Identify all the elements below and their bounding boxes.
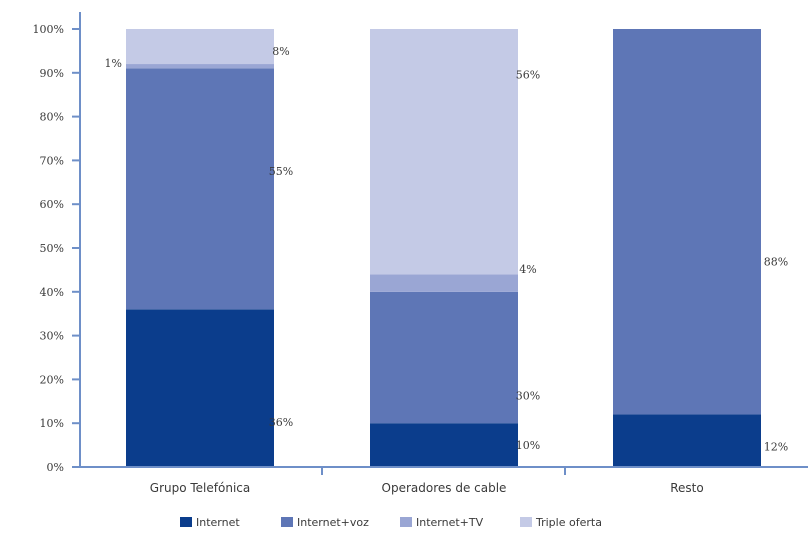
y-tick-label: 0%	[47, 461, 64, 474]
legend-swatch	[180, 517, 192, 527]
bar-segment	[613, 414, 761, 467]
bar-segment	[370, 29, 518, 275]
legend-label: Internet	[196, 516, 240, 529]
bar-segment	[126, 309, 274, 467]
x-category-label: Resto	[670, 481, 703, 495]
data-label: 88%	[764, 256, 788, 269]
data-label: 4%	[519, 263, 536, 276]
y-tick-label: 10%	[40, 417, 64, 430]
bar-segment	[370, 423, 518, 467]
y-tick-label: 80%	[40, 111, 64, 124]
data-labels: 36% 55% 1% 8% 10% 30% 4% 56% 12% 88%	[105, 45, 789, 454]
legend: Internet Internet+voz Internet+TV Triple of…	[180, 516, 602, 529]
y-tick-label: 20%	[40, 373, 64, 386]
data-label: 55%	[269, 165, 293, 178]
y-tick-label: 40%	[40, 286, 64, 299]
y-axis-ticks: 0% 10% 20% 30% 40% 50% 60% 70% 80% 90% 100%	[33, 23, 80, 474]
bar-segment	[613, 29, 761, 415]
y-tick-label: 30%	[40, 330, 64, 343]
data-label: 12%	[764, 441, 788, 454]
bar-segment	[370, 274, 518, 292]
data-label: 36%	[269, 416, 293, 429]
legend-swatch	[281, 517, 293, 527]
y-tick-label: 90%	[40, 67, 64, 80]
y-tick-label: 60%	[40, 198, 64, 211]
legend-swatch	[520, 517, 532, 527]
legend-label: Internet+voz	[297, 516, 369, 529]
bar-segment	[126, 29, 274, 65]
data-label: 1%	[105, 57, 122, 70]
x-category-label: Grupo Telefónica	[150, 481, 250, 495]
category-labels: Grupo Telefónica Operadores de cable Resto	[150, 481, 704, 495]
legend-label: Internet+TV	[416, 516, 484, 529]
legend-swatch	[400, 517, 412, 527]
bar-segment	[126, 68, 274, 310]
bar-segment	[370, 291, 518, 424]
legend-label: Triple oferta	[535, 516, 602, 529]
x-category-label: Operadores de cable	[382, 481, 507, 495]
data-label: 30%	[516, 390, 540, 403]
y-tick-label: 50%	[40, 242, 64, 255]
y-tick-label: 70%	[40, 154, 64, 167]
data-label: 10%	[516, 439, 540, 452]
bars	[126, 29, 761, 467]
bar-segment	[126, 64, 274, 69]
y-tick-label: 100%	[33, 23, 64, 36]
axes	[72, 12, 808, 475]
data-label: 56%	[516, 69, 540, 82]
data-label: 8%	[272, 45, 289, 58]
